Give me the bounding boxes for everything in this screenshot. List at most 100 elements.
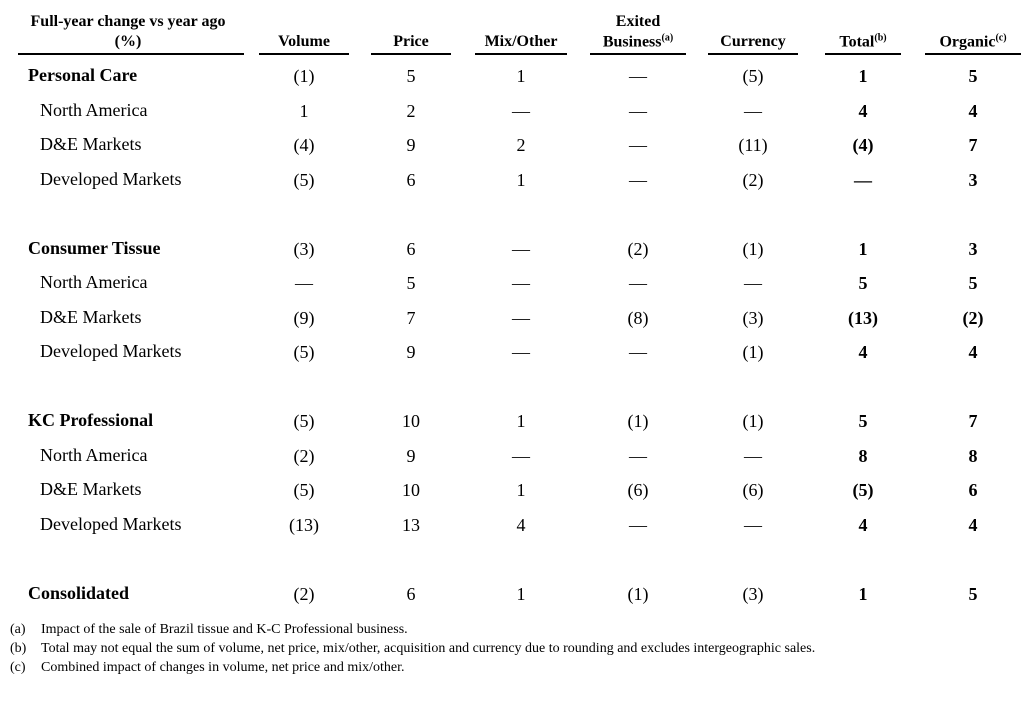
cell: — [512, 307, 530, 328]
cell: 9 [406, 342, 416, 363]
cell: — [512, 273, 530, 294]
footnote-marker: (a) [10, 622, 26, 637]
cell: 4 [968, 100, 978, 121]
footnote-marker: (c) [10, 660, 26, 675]
header-label: (%) [114, 33, 142, 50]
segment-label: Personal Care [28, 65, 138, 85]
cell: 5 [858, 411, 868, 432]
header-rule [475, 53, 567, 55]
header-rule [18, 53, 244, 55]
cell: 1 [299, 100, 309, 121]
cell: 6 [968, 480, 978, 501]
cell: (4) [293, 135, 315, 155]
cell: 5 [406, 66, 416, 86]
cell: (13) [848, 307, 878, 328]
cell: — [629, 100, 647, 121]
cell: (5) [293, 411, 315, 432]
header-rule [925, 53, 1021, 55]
cell: — [295, 273, 313, 294]
cell: — [629, 169, 647, 190]
cell: (8) [627, 307, 649, 328]
region-label: North America [40, 272, 148, 293]
footnote-ref: (c) [995, 32, 1007, 44]
cell: 8 [968, 445, 978, 466]
cell: — [629, 342, 647, 363]
cell: 8 [858, 445, 868, 466]
cell: (4) [852, 135, 874, 155]
cell: 6 [406, 583, 416, 604]
header-rule [259, 53, 349, 55]
cell: 5 [968, 583, 978, 604]
cell: 7 [968, 135, 978, 155]
header-rule [708, 53, 798, 55]
column-header: Exited [615, 13, 661, 30]
column-title: Mix/Other [484, 33, 558, 50]
cell: (2) [742, 169, 764, 190]
cell: (11) [738, 135, 768, 155]
column-header: Currency [720, 34, 785, 50]
cell: — [629, 514, 647, 535]
region-label: Developed Markets [40, 513, 182, 534]
cell: (1) [742, 342, 764, 363]
cell: — [629, 273, 647, 294]
cell: 5 [858, 273, 868, 294]
footnote-text: Impact of the sale of Brazil tissue and … [41, 622, 408, 637]
segment-label: Consumer Tissue [28, 237, 161, 258]
column-header: Price [393, 34, 429, 50]
cell: — [744, 100, 762, 121]
region-label: D&E Markets [40, 306, 142, 327]
cell: (2) [293, 445, 315, 466]
cell: — [744, 445, 762, 466]
cell: (3) [742, 307, 764, 328]
cell: 1 [516, 583, 526, 604]
cell: (1) [627, 583, 649, 604]
column-header: Volume [278, 34, 330, 50]
cell: 4 [968, 514, 978, 535]
column-header: Business(a) [603, 33, 673, 50]
header-rule [590, 53, 686, 55]
cell: (1) [742, 238, 764, 259]
column-title: Total [839, 33, 875, 51]
cell: 5 [968, 273, 978, 294]
cell: 10 [402, 480, 420, 501]
column-header: Mix/Other [485, 34, 558, 50]
cell: 2 [516, 135, 526, 155]
cell: 1 [858, 238, 868, 259]
cell: 2 [406, 100, 416, 121]
cell: (2) [962, 307, 984, 328]
column-title: Business [602, 33, 662, 51]
cell: (3) [742, 583, 764, 604]
cell: (1) [742, 411, 764, 432]
region-label: North America [40, 444, 148, 465]
cell: — [629, 66, 647, 86]
cell: — [629, 445, 647, 466]
footnote-ref: (b) [874, 32, 887, 44]
cell: 1 [858, 66, 868, 86]
cell: (2) [627, 238, 649, 259]
cell: 1 [858, 583, 868, 604]
cell: (5) [852, 480, 874, 501]
cell: 4 [858, 342, 868, 363]
region-label: North America [40, 99, 148, 120]
cell: 1 [516, 66, 526, 86]
footnote-text: Total may not equal the sum of volume, n… [41, 641, 816, 656]
cell: 3 [968, 238, 978, 259]
cell: 6 [406, 169, 416, 190]
cell: (5) [293, 342, 315, 363]
column-title: Currency [720, 33, 786, 50]
cell: 1 [516, 169, 526, 190]
cell: (3) [293, 238, 315, 259]
column-header: Total(b) [839, 33, 886, 50]
cell: — [512, 238, 530, 259]
segment-label: KC Professional [28, 410, 154, 431]
cell: (5) [293, 169, 315, 190]
cell: 6 [406, 238, 416, 259]
cell: 5 [968, 66, 978, 86]
cell: — [512, 100, 530, 121]
cell: — [512, 445, 530, 466]
cell: 4 [858, 100, 868, 121]
cell: 1 [516, 480, 526, 501]
cell: 7 [406, 307, 416, 328]
column-title: Organic [939, 33, 996, 51]
